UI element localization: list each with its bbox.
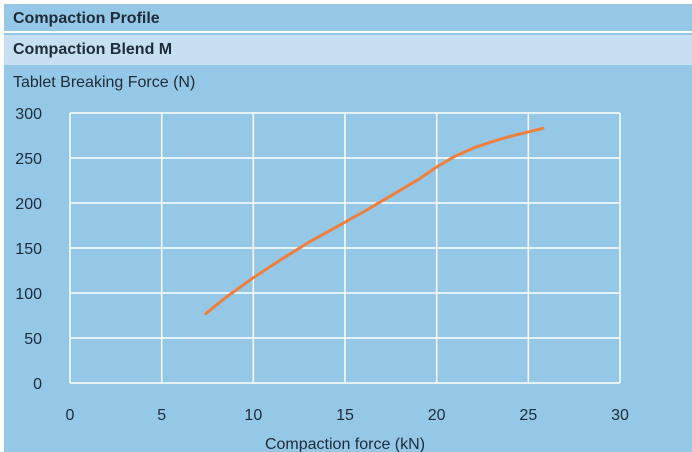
x-axis-title: Compaction force (kN) xyxy=(265,436,425,452)
x-tick-label: 10 xyxy=(244,407,262,424)
chart-container: Compaction Profile Compaction Blend M Ta… xyxy=(4,4,692,452)
chart-subtitle: Compaction Blend M xyxy=(4,35,692,65)
page-title: Compaction Profile xyxy=(4,4,692,33)
y-tick-label: 300 xyxy=(15,106,42,123)
y-tick-label: 0 xyxy=(33,376,42,393)
x-tick-label: 25 xyxy=(519,407,537,424)
x-tick-label: 20 xyxy=(428,407,446,424)
y-tick-label: 50 xyxy=(24,331,42,348)
x-tick-label: 5 xyxy=(157,407,166,424)
x-tick-label: 15 xyxy=(336,407,354,424)
y-tick-label: 150 xyxy=(15,241,42,258)
x-tick-label: 30 xyxy=(611,407,629,424)
y-axis-title: Tablet Breaking Force (N) xyxy=(13,74,196,91)
y-tick-label: 100 xyxy=(15,286,42,303)
series-line xyxy=(204,126,545,316)
y-tick-label: 200 xyxy=(15,196,42,213)
x-tick-label: 0 xyxy=(66,407,75,424)
y-tick-label: 250 xyxy=(15,151,42,168)
